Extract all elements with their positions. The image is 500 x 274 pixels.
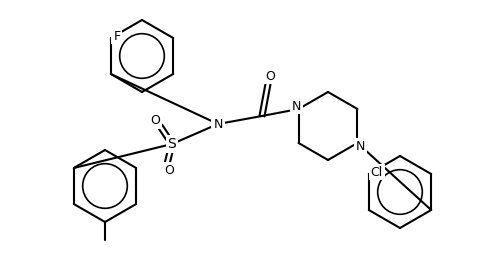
Text: F: F [114,30,120,42]
Text: N: N [292,99,301,113]
Text: O: O [164,164,174,176]
Text: O: O [265,70,275,82]
Text: N: N [356,139,365,153]
Text: N: N [214,118,222,130]
Text: O: O [150,115,160,127]
Text: S: S [168,137,176,151]
Text: Cl: Cl [370,165,383,178]
